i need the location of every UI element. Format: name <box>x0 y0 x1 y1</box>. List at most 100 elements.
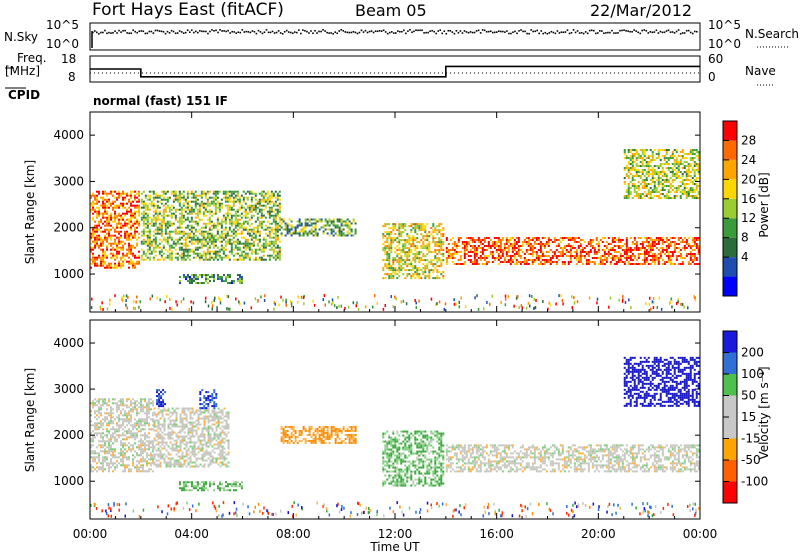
heatmap-cell <box>633 167 636 170</box>
heatmap-cell <box>272 216 275 219</box>
heatmap-cell <box>603 253 606 255</box>
heatmap-cell <box>649 243 652 245</box>
heatmap-cell <box>631 153 634 156</box>
heatmap-cell <box>124 234 126 237</box>
heatmap-cell <box>178 218 181 221</box>
heatmap-cell <box>661 149 664 152</box>
heatmap-speckle <box>273 307 275 311</box>
heatmap-speckle <box>414 299 416 303</box>
power-colorbar-swatch <box>723 140 737 160</box>
heatmap-cell <box>332 228 335 231</box>
heatmap-cell <box>94 452 96 455</box>
heatmap-cell <box>204 196 207 199</box>
heatmap-cell <box>673 187 676 190</box>
heatmap-speckle <box>436 302 438 306</box>
heatmap-cell <box>120 234 122 237</box>
heatmap-cell <box>661 251 664 253</box>
heatmap-cell <box>118 192 120 195</box>
heatmap-cell <box>625 173 628 176</box>
heatmap-cell <box>543 245 546 247</box>
heatmap-cell <box>629 263 632 265</box>
heatmap-cell <box>218 204 221 207</box>
heatmap-cell <box>575 249 578 251</box>
heatmap-cell <box>633 175 636 178</box>
heatmap-cell <box>234 258 237 261</box>
heatmap-cell <box>653 169 656 172</box>
heatmap-cell <box>242 206 245 209</box>
heatmap-cell <box>114 262 116 265</box>
heatmap-cell <box>679 253 682 255</box>
heatmap-cell <box>94 404 96 407</box>
heatmap-cell <box>274 204 277 207</box>
heatmap-cell <box>334 226 337 229</box>
heatmap-cell <box>667 259 670 261</box>
heatmap-cell <box>196 210 199 213</box>
heatmap-cell <box>194 206 197 209</box>
heatmap-cell <box>130 228 132 231</box>
heatmap-cell <box>523 263 526 265</box>
heatmap-cell <box>623 167 626 170</box>
heatmap-cell <box>691 167 694 170</box>
heatmap-cell <box>475 253 478 255</box>
heatmap-cell <box>571 239 574 241</box>
heatmap-cell <box>252 204 255 207</box>
heatmap-cell <box>236 214 239 217</box>
noise-point <box>542 32 545 35</box>
heatmap-cell <box>94 424 96 427</box>
heatmap-cell <box>459 251 462 253</box>
noise-point <box>182 32 185 34</box>
heatmap-cell <box>637 187 640 190</box>
heatmap-cell <box>469 239 472 241</box>
heatmap-cell <box>521 251 524 253</box>
heatmap-cell <box>224 254 227 257</box>
heatmap-cell <box>204 256 207 259</box>
heatmap-cell <box>136 210 138 213</box>
heatmap-cell <box>635 153 638 156</box>
heatmap-speckle <box>264 294 266 298</box>
heatmap-cell <box>569 237 572 239</box>
heatmap-cell <box>336 224 339 227</box>
heatmap-cell <box>222 216 225 219</box>
heatmap-cell <box>194 216 197 219</box>
heatmap-cell <box>671 171 674 174</box>
heatmap-cell <box>382 237 385 240</box>
heatmap-cell <box>98 468 100 471</box>
heatmap-cell <box>625 249 628 251</box>
heatmap-cell <box>242 190 245 193</box>
heatmap-cell <box>126 236 128 239</box>
heatmap-cell <box>695 155 698 158</box>
heatmap-cell <box>655 257 658 259</box>
heatmap-cell <box>412 267 415 270</box>
heatmap-cell <box>284 226 287 229</box>
heatmap-cell <box>162 198 165 201</box>
heatmap-cell <box>144 254 147 257</box>
heatmap-cell <box>461 247 464 249</box>
heatmap-cell <box>623 253 626 255</box>
power-colorbar-swatch <box>723 276 737 296</box>
heatmap-cell <box>166 238 169 241</box>
heatmap-cell <box>182 258 185 261</box>
heatmap-speckle <box>521 306 523 310</box>
heatmap-speckle <box>165 294 168 298</box>
heatmap-cell <box>344 224 347 227</box>
heatmap-cell <box>384 225 387 228</box>
heatmap-cell <box>465 243 468 245</box>
heatmap-cell <box>340 224 343 227</box>
heatmap-cell <box>507 251 510 253</box>
heatmap-cell <box>657 243 660 245</box>
heatmap-cell <box>499 257 502 259</box>
heatmap-cell <box>118 222 120 225</box>
heatmap-cell <box>479 247 482 249</box>
heatmap-cell <box>166 224 169 227</box>
heatmap-cell <box>162 258 165 261</box>
heatmap-cell <box>663 175 666 178</box>
noise-point <box>413 30 415 33</box>
heatmap-cell <box>314 222 317 225</box>
heatmap-cell <box>120 266 122 269</box>
heatmap-cell <box>591 241 594 243</box>
heatmap-cell <box>394 225 397 228</box>
heatmap-cell <box>382 233 385 236</box>
heatmap-cell <box>414 253 417 256</box>
heatmap-cell <box>469 261 472 263</box>
heatmap-cell <box>416 241 419 244</box>
